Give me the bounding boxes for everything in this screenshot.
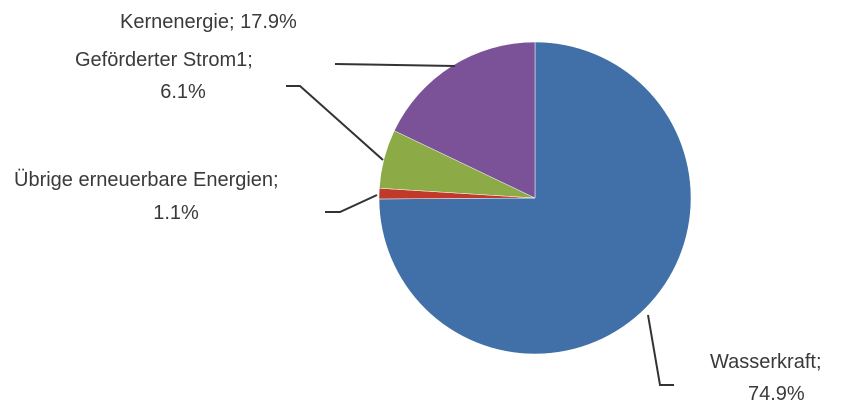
label-kernenergie: Kernenergie; 17.9% [120, 11, 297, 33]
pie-slice-wasserkraft [378, 41, 692, 355]
leader-line-kernenergie [334, 63, 456, 67]
label-uebrige-line1: Übrige erneuerbare Energien; [14, 169, 279, 191]
label-gefoerderter-line1: Geförderter Strom1; [75, 49, 253, 71]
label-wasserkraft-line1: Wasserkraft; [710, 351, 822, 373]
leader-line-wasserkraft [647, 314, 674, 386]
label-wasserkraft-value: 74.9% [748, 383, 805, 405]
leader-line-uebrige [325, 194, 378, 213]
label-uebrige-value: 1.1% [153, 202, 199, 224]
pie-slices [378, 41, 692, 355]
label-gefoerderter-value: 6.1% [160, 81, 206, 103]
leader-line-gefoerderter [286, 85, 384, 161]
